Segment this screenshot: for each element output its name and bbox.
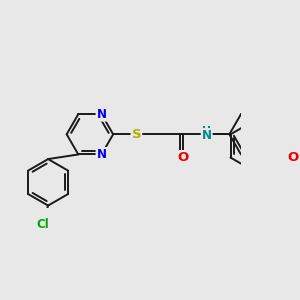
Text: N: N	[97, 148, 106, 161]
Text: O: O	[177, 151, 188, 164]
Text: Cl: Cl	[36, 218, 49, 231]
Text: H: H	[202, 126, 211, 136]
Text: O: O	[287, 151, 298, 164]
Text: N: N	[202, 129, 212, 142]
Text: S: S	[132, 128, 141, 141]
Text: N: N	[97, 108, 106, 121]
